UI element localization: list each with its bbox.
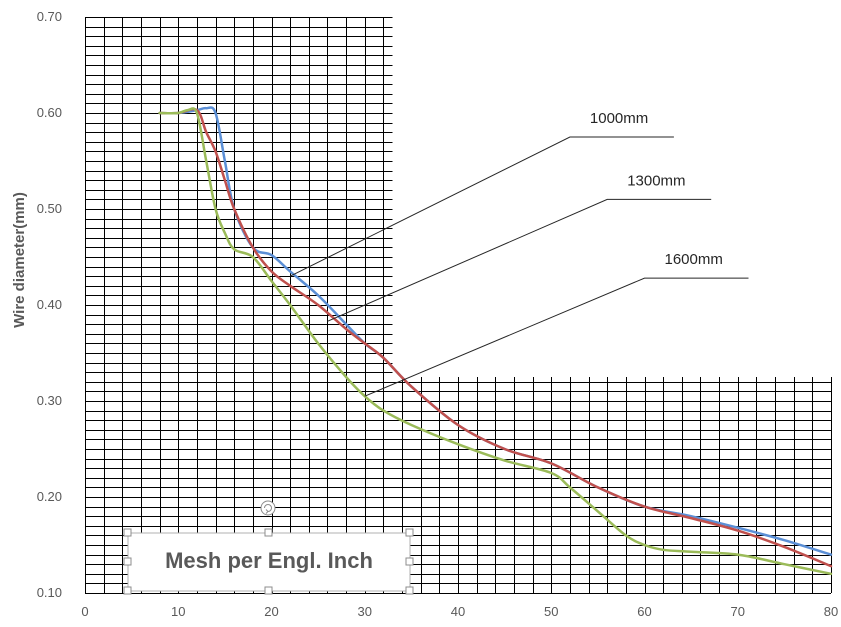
annotation-leader-line	[364, 277, 749, 397]
series-line-1600mm	[158, 107, 833, 576]
rotate-handle-icon[interactable]	[260, 500, 276, 516]
x-axis-label[interactable]: Mesh per Engl. Inch	[165, 548, 373, 573]
handle-top-center[interactable]	[264, 528, 273, 537]
x-tick-label: 30	[358, 604, 372, 619]
x-tick-label: 70	[731, 604, 745, 619]
handle-middle-right[interactable]	[405, 557, 414, 566]
x-tick-label: 10	[171, 604, 185, 619]
annotation-label: 1000mm	[590, 110, 648, 127]
series-lines	[158, 106, 833, 576]
x-tick-label: 0	[81, 604, 88, 619]
handle-middle-left[interactable]	[123, 557, 132, 566]
chart-grid	[85, 17, 832, 594]
x-tick-label: 40	[451, 604, 465, 619]
y-tick-label: 0.60	[37, 105, 62, 120]
textbox-frame[interactable]	[127, 532, 411, 592]
annotation-label: 1600mm	[665, 251, 723, 268]
x-axis-ticks: 0 10 20 30 40 50 60 70 80	[81, 604, 838, 619]
handle-top-right[interactable]	[405, 528, 414, 537]
handle-bottom-right[interactable]	[405, 586, 414, 595]
x-tick-label: 80	[824, 604, 838, 619]
x-axis-label-textbox[interactable]: Mesh per Engl. Inch	[123, 500, 414, 595]
y-axis-ticks: 0.10 0.20 0.30 0.40 0.50 0.60 0.70	[37, 9, 62, 600]
y-tick-label: 0.10	[37, 585, 62, 600]
y-tick-label: 0.30	[37, 393, 62, 408]
y-tick-label: 0.40	[37, 297, 62, 312]
x-tick-label: 60	[637, 604, 651, 619]
handle-top-left[interactable]	[123, 528, 132, 537]
handle-bottom-center[interactable]	[264, 586, 273, 595]
y-tick-label: 0.20	[37, 489, 62, 504]
handle-bottom-left[interactable]	[123, 586, 132, 595]
series-annotations: 1000mm 1300mm 1600mm	[289, 110, 749, 397]
x-tick-label: 20	[264, 604, 278, 619]
x-tick-label: 50	[544, 604, 558, 619]
y-tick-label: 0.70	[37, 9, 62, 24]
series-line-1300mm	[158, 107, 833, 568]
annotation-leader-line	[327, 198, 712, 322]
textbox-resize-handles[interactable]	[123, 528, 414, 595]
y-tick-label: 0.50	[37, 201, 62, 216]
annotation-label: 1300mm	[627, 172, 685, 189]
y-axis-label: Wire diameter(mm)	[11, 192, 28, 328]
annotation-leader-line	[289, 136, 674, 277]
